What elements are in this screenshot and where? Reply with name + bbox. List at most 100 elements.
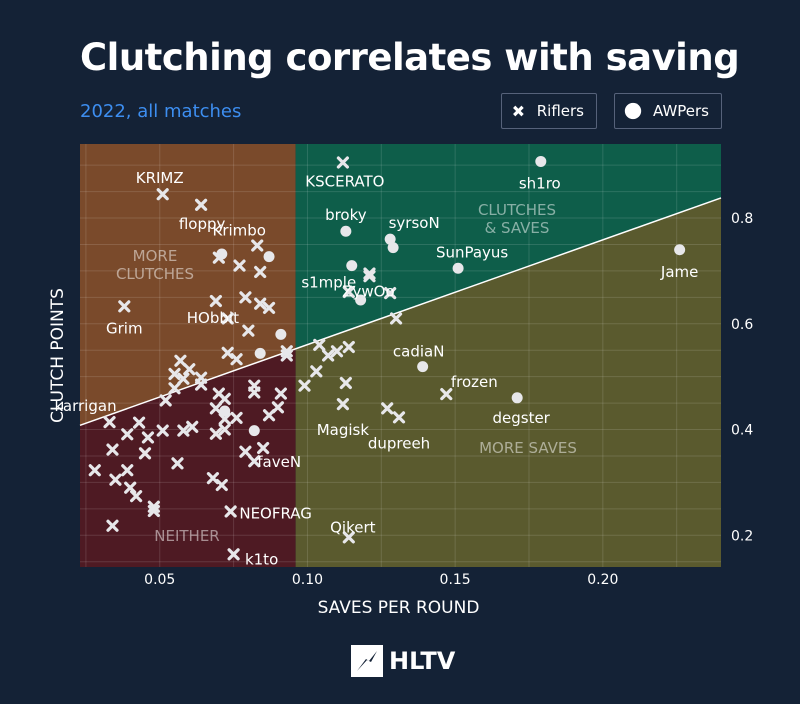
rifler-point	[88, 464, 101, 477]
quadrant-label-more-clutches: MORE	[133, 247, 178, 265]
player-label: k1to	[245, 550, 278, 568]
player-label: broky	[325, 206, 367, 224]
player-label: karrigan	[55, 397, 117, 415]
rifler-point	[392, 411, 406, 424]
rifler-point	[242, 324, 255, 337]
awper-point	[384, 233, 396, 245]
rifler-point	[218, 392, 231, 405]
awper-point	[254, 347, 266, 359]
rifler-point	[103, 416, 116, 429]
region-clutches-saves	[295, 144, 721, 349]
player-label: NEOFRAG	[239, 504, 312, 522]
rifler-point	[254, 297, 267, 310]
rifler-point	[138, 447, 152, 460]
rifler-point	[342, 340, 355, 354]
awper-point	[355, 294, 367, 306]
rifler-point	[239, 291, 252, 304]
rifler-point	[141, 431, 155, 444]
player-label: s1mple	[301, 274, 356, 292]
player-label: faveN	[257, 453, 301, 471]
rifler-point	[280, 349, 293, 362]
rifler-point	[183, 363, 196, 376]
rifler-point	[106, 443, 119, 456]
rifler-point	[159, 394, 172, 407]
rifler-point	[254, 265, 267, 279]
player-label: dupreeh	[368, 434, 430, 452]
awper-point	[275, 328, 287, 340]
rifler-point	[310, 365, 323, 378]
awper-point	[216, 248, 228, 260]
rifler-point	[186, 420, 199, 433]
awper-point	[417, 361, 429, 373]
player-label: HObbit	[187, 309, 239, 327]
rifler-point	[248, 455, 261, 468]
legend-riflers[interactable]: Riflers	[501, 93, 597, 129]
awper-point	[248, 425, 260, 437]
rifler-point	[177, 424, 190, 437]
rifler-point	[221, 312, 234, 325]
rifler-point	[124, 481, 137, 494]
rifler-point	[251, 239, 264, 252]
rifler-point	[342, 531, 355, 544]
hltv-wordmark: HLTV	[389, 647, 456, 675]
rifler-point	[177, 372, 190, 385]
rifler-point	[262, 301, 276, 315]
rifler-point	[239, 445, 252, 458]
quadrant-label-clutches-saves: & SAVES	[485, 219, 550, 237]
player-label: SunPayus	[436, 243, 508, 261]
rifler-point	[224, 505, 237, 518]
rifler-point	[156, 424, 169, 437]
rifler-point	[109, 473, 122, 486]
player-label: KSCERATO	[305, 173, 384, 191]
rifler-point	[298, 379, 311, 392]
y-tick-label: 0.6	[731, 317, 753, 333]
rifler-point	[215, 478, 228, 492]
player-label: cadiaN	[393, 343, 445, 361]
rifler-point	[168, 382, 181, 395]
y-tick-label: 0.8	[731, 211, 753, 227]
rifler-point	[330, 345, 344, 358]
player-label: Magisk	[317, 421, 370, 439]
rifler-point	[121, 464, 134, 477]
player-label: ZywOo	[342, 283, 394, 301]
awper-point	[346, 260, 358, 272]
rifler-point	[209, 402, 222, 415]
awper-point	[387, 242, 399, 254]
legend-awpers-label: AWPers	[653, 102, 709, 120]
rifler-point	[339, 376, 352, 390]
circle-marker-icon	[624, 102, 642, 120]
rifler-point	[336, 156, 349, 169]
rifler-point	[195, 378, 208, 391]
player-label: frozen	[451, 373, 498, 391]
region-more-saves	[295, 197, 721, 567]
player-label: syrsoN	[389, 214, 440, 232]
hltv-logo-icon	[351, 645, 383, 677]
rifler-point	[106, 519, 119, 532]
x-tick-label: 0.15	[440, 572, 471, 588]
legend-riflers-label: Riflers	[536, 102, 584, 120]
x-tick-label: 0.20	[587, 572, 618, 588]
rifler-point	[118, 300, 131, 313]
y-axis-label: CLUTCH POINTS	[48, 288, 68, 423]
legend-awpers[interactable]: AWPers	[614, 93, 722, 129]
awper-point	[340, 225, 352, 237]
awper-point	[219, 405, 231, 417]
rifler-point	[440, 387, 453, 401]
rifler-point	[218, 412, 231, 426]
rifler-point	[257, 441, 270, 455]
region-neither	[80, 348, 296, 567]
rifler-point	[248, 386, 261, 399]
quadrant-label-neither: NEITHER	[154, 527, 219, 545]
awper-point	[263, 251, 275, 263]
player-label: Grim	[106, 319, 143, 337]
rifler-point	[389, 312, 403, 325]
player-label: degster	[492, 409, 550, 427]
rifler-point	[274, 387, 287, 400]
rifler-point	[130, 490, 143, 503]
rifler-point	[262, 409, 276, 422]
awper-point	[452, 262, 464, 274]
rifler-point	[342, 285, 355, 299]
rifler-point	[363, 267, 376, 280]
player-label: sh1ro	[519, 174, 561, 192]
